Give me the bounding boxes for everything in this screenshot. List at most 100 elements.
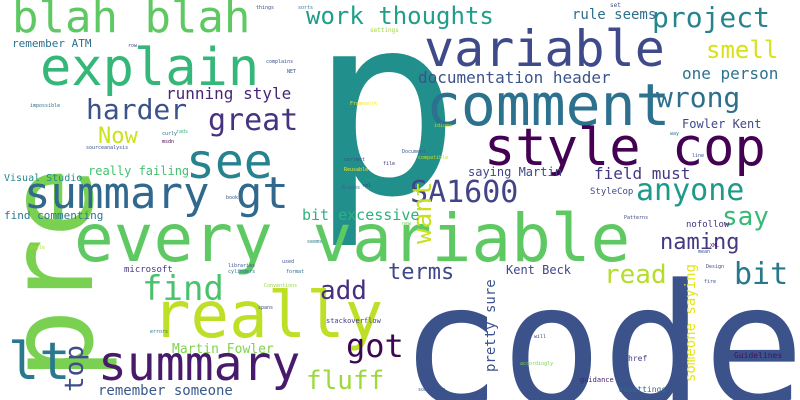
cloud-word-will: will (534, 334, 547, 340)
cloud-word-lt: lt (8, 332, 71, 392)
cloud-word-pretty-sure: pretty sure (483, 279, 499, 372)
cloud-word-rel: rel (362, 183, 372, 189)
cloud-word-something: something (418, 387, 446, 393)
cloud-word-project: project (652, 1, 771, 34)
cloud-word-harder: harder (86, 93, 188, 126)
cloud-word-find: find (142, 269, 224, 309)
cloud-word-complains: complains (266, 59, 294, 65)
cloud-word-bit: bit (734, 257, 789, 292)
cloud-word-spans: spans (258, 305, 274, 311)
cloud-word-kent-beck: Kent Beck (506, 263, 572, 277)
cloud-word-see: see (186, 134, 273, 190)
cloud-word-got: got (346, 327, 404, 365)
cloud-word-cylinders: cylinders (228, 269, 256, 275)
cloud-word-patterns: Patterns (624, 215, 649, 221)
cloud-word-now: Now (98, 124, 138, 149)
cloud-word-someone-saying: someone saying (683, 263, 699, 382)
cloud-word-used: used (282, 259, 295, 265)
cloud-word-bit-excessive: bit excessive (302, 206, 420, 224)
cloud-word-row: row (128, 43, 138, 49)
cloud-word-set: set (610, 2, 621, 9)
cloud-word-microsoft: microsoft (124, 265, 173, 275)
cloud-word-documentation-header: documentation header (418, 68, 611, 87)
cloud-word-line: line (692, 153, 705, 159)
cloud-word-terms: terms (388, 260, 455, 285)
cloud-word-explain: explain (40, 38, 260, 98)
cloud-word-fowler-kent: Fowler Kent (682, 117, 762, 131)
cloud-word-impossible: impossible (30, 103, 61, 109)
cloud-word-add: add (320, 276, 367, 306)
cloud-word-read: read (604, 260, 667, 290)
cloud-word-really-failing: really failing (88, 164, 190, 178)
cloud-word-errors: errors (150, 329, 169, 335)
cloud-word-conventions: Conventions (264, 283, 298, 289)
cloud-word-style: Style (30, 245, 46, 251)
cloud-word-summary-gt: summary gt (24, 168, 289, 219)
cloud-word-naming: naming (660, 230, 740, 255)
cloud-word-format: format (286, 269, 305, 275)
cloud-word-p: p (310, 0, 461, 252)
cloud-word-way: way (670, 131, 680, 137)
cloud-word-net: NET (287, 69, 297, 75)
cloud-word-document: Document (402, 149, 427, 155)
cloud-word-libraries: libraries (228, 263, 256, 269)
cloud-word-compatible: compatible (418, 155, 449, 161)
cloud-word-really: really (152, 279, 384, 353)
cloud-word-braces: Braces (342, 185, 361, 191)
cloud-word-seems: seems (307, 239, 323, 245)
cloud-word-reusable: Reusable (344, 167, 369, 173)
cloud-word-say: say (722, 202, 769, 232)
cloud-word-smell: smell (706, 36, 779, 64)
cloud-word-remember-atm: remember ATM (12, 37, 92, 50)
cloud-word-rule-seems: rule seems (572, 7, 657, 23)
cloud-word-sourceanalysis: sourceanalysis (86, 145, 129, 151)
cloud-word-nofollow: nofollow (686, 220, 730, 230)
cloud-word-curly: curly (162, 131, 178, 137)
cloud-word-code: code (400, 248, 800, 400)
cloud-word-visual-studio: Visual Studio (4, 173, 83, 184)
cloud-word-xml: XML (710, 243, 720, 249)
cloud-word-blah-blah: blah blah (12, 0, 251, 43)
cloud-word-msdn: msdn (162, 139, 175, 145)
cloud-word-top: top (60, 345, 90, 392)
cloud-word-accordingly: accordingly (520, 361, 554, 367)
cloud-word-sorts: sorts (298, 5, 314, 11)
cloud-word-book: book (226, 195, 239, 201)
cloud-word-new: new (402, 221, 412, 227)
cloud-word-saying-martin: saying Martin (468, 165, 562, 179)
cloud-word-find-commenting: find commenting (4, 209, 104, 222)
cloud-word-every-variable: every variable (74, 200, 631, 277)
cloud-word-one-person: one person (682, 64, 779, 83)
cloud-word-design: Design (706, 264, 725, 270)
cloud-word-correct: correct (344, 157, 366, 163)
cloud-word-work-thoughts: work thoughts (306, 2, 494, 30)
cloud-word-click: click (362, 177, 378, 183)
cloud-word-great: great (208, 103, 299, 138)
cloud-word-remember-someone: remember someone (98, 383, 233, 399)
cloud-word-fire: fire (704, 279, 717, 285)
cloud-word-sa1600: SA1600 (410, 175, 519, 210)
cloud-word-fluff: fluff (306, 366, 385, 396)
cloud-word-summary: summary (98, 336, 301, 392)
cloud-word-wrong: wrong (656, 81, 741, 114)
cloud-word-vssettings: vssettings (618, 385, 667, 394)
cloud-word-file: file (383, 161, 396, 167)
cloud-word-comment: comment (426, 71, 671, 139)
cloud-word-style-cop: style cop (484, 118, 766, 178)
cloud-word-guidance: guidance (580, 376, 614, 384)
cloud-word-variable: variable (424, 20, 665, 78)
cloud-word-stylecop: StyleCop (590, 187, 634, 197)
cloud-word-stackoverflow: stackoverflow (326, 317, 381, 325)
cloud-word-mean: mean (698, 249, 711, 255)
cloud-word-settings: settings (370, 27, 399, 34)
cloud-word-guidelines: Guidelines (734, 351, 783, 360)
cloud-word-framework: Framework (350, 101, 378, 107)
cloud-word-rads: rads (176, 129, 189, 135)
cloud-word-idioms: idioms (434, 123, 453, 129)
cloud-word-running-style: running style (166, 84, 292, 103)
cloud-word-field-must: field must (594, 164, 691, 183)
cloud-word-martin-fowler: Martin Fowler (172, 342, 274, 357)
cloud-word-anyone: anyone (636, 173, 745, 208)
cloud-word-href: href (628, 354, 648, 363)
